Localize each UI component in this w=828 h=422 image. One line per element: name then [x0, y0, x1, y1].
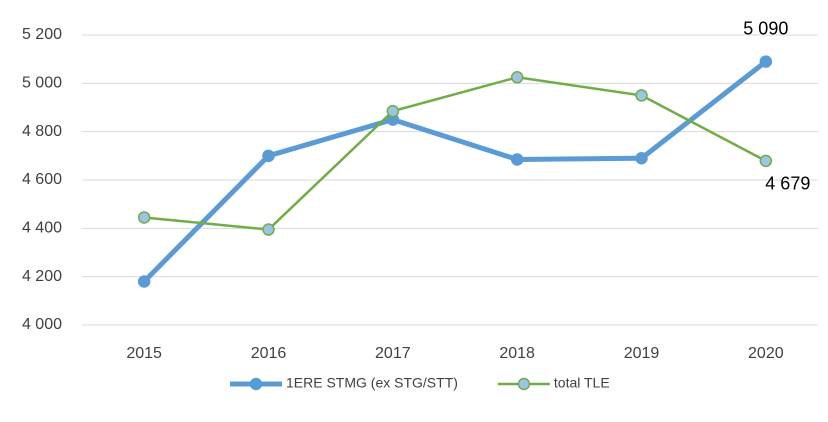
point-marker: [262, 149, 275, 163]
data-label: 5 090: [743, 18, 788, 38]
x-tick-label: 2018: [499, 345, 535, 362]
y-tick-label: 4 600: [22, 171, 62, 188]
y-tick-label: 4 400: [22, 220, 62, 237]
series-line: [142, 59, 768, 284]
point-marker: [759, 154, 773, 168]
point-marker: [759, 55, 773, 68]
y-tick-label: 5 200: [22, 26, 62, 43]
x-tick-label: 2017: [375, 345, 411, 362]
x-tick-label: 2015: [126, 345, 162, 362]
series-line: [144, 76, 767, 231]
legend-label: total TLE: [554, 375, 610, 391]
y-tick-label: 5 000: [22, 75, 62, 92]
x-tick-label: 2019: [624, 345, 660, 362]
point-marker: [386, 104, 400, 118]
legend-marker: [249, 377, 263, 391]
point-marker: [137, 275, 151, 288]
point-marker: [635, 89, 648, 102]
y-tick-label: 4 200: [22, 268, 62, 285]
point-marker: [137, 211, 151, 224]
point-marker: [635, 152, 648, 165]
point-marker: [262, 223, 275, 236]
legend-marker: [517, 377, 531, 391]
x-tick-label: 2016: [251, 345, 287, 362]
data-label: 4 679: [765, 174, 810, 194]
legend-label: 1ERE STMG (ex STG/STT): [286, 375, 458, 391]
y-tick-label: 4 000: [22, 316, 62, 333]
point-marker: [510, 71, 524, 84]
point-marker: [510, 153, 524, 166]
x-tick-label: 2020: [748, 345, 784, 362]
y-tick-label: 4 800: [22, 123, 62, 140]
